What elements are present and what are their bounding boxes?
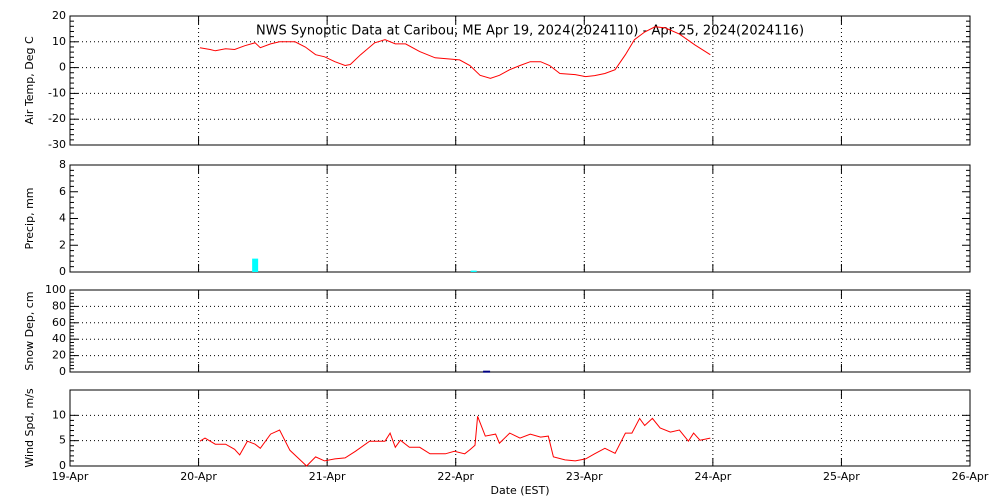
y-axis-label: Air Temp, Deg C (23, 36, 36, 125)
x-tick-label: 20-Apr (180, 470, 217, 483)
y-axis-label: Precip, mm (23, 188, 36, 250)
plot-frame (69, 15, 971, 146)
y-tick-label: 80 (52, 299, 66, 312)
x-tick-label: 21-Apr (309, 470, 346, 483)
y-tick-label: 40 (52, 332, 66, 345)
chart-title: NWS Synoptic Data at Caribou, ME Apr 19,… (256, 24, 804, 39)
data-line (199, 416, 711, 467)
y-tick-label: 0 (59, 61, 66, 74)
x-tick-label: 22-Apr (437, 470, 474, 483)
y-tick-label: 60 (52, 316, 66, 329)
y-tick-label: 10 (52, 408, 66, 421)
bar (252, 258, 259, 272)
y-tick-label: 2 (59, 238, 66, 251)
y-tick-label: 100 (45, 283, 66, 296)
y-tick-label: 20 (52, 9, 66, 22)
x-axis-label: Date (EST) (490, 484, 549, 497)
bar (470, 270, 477, 272)
y-tick-label: -30 (48, 138, 66, 151)
x-tick-label: 19-Apr (52, 470, 89, 483)
y-tick-label: 0 (59, 365, 66, 378)
plot-frame (69, 289, 971, 373)
y-tick-label: 5 (59, 434, 66, 447)
y-tick-label: 0 (59, 459, 66, 472)
plot-frame (69, 389, 971, 467)
y-tick-label: 10 (52, 35, 66, 48)
x-tick-label: 23-Apr (566, 470, 603, 483)
y-axis-label: Snow Dep, cm (23, 291, 36, 370)
x-tick-label: 25-Apr (823, 470, 860, 483)
y-tick-label: 6 (59, 185, 66, 198)
y-tick-label: 8 (59, 158, 66, 171)
plot-frame (69, 164, 971, 273)
x-tick-label: 24-Apr (694, 470, 731, 483)
y-tick-label: 4 (59, 212, 66, 225)
x-tick-label: 26-Apr (952, 470, 989, 483)
bar (483, 370, 491, 373)
y-axis-label: Wind Spd, m/s (23, 388, 36, 468)
y-tick-label: 0 (59, 265, 66, 278)
data-line (199, 26, 711, 79)
y-tick-label: -10 (48, 86, 66, 99)
y-tick-label: 20 (52, 349, 66, 362)
y-tick-label: -20 (48, 112, 66, 125)
